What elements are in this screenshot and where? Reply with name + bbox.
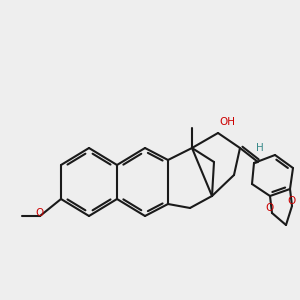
Text: H: H xyxy=(256,143,264,153)
Text: O: O xyxy=(265,203,273,213)
Text: O: O xyxy=(287,196,295,206)
Text: OH: OH xyxy=(219,117,235,127)
Text: O: O xyxy=(36,208,44,218)
